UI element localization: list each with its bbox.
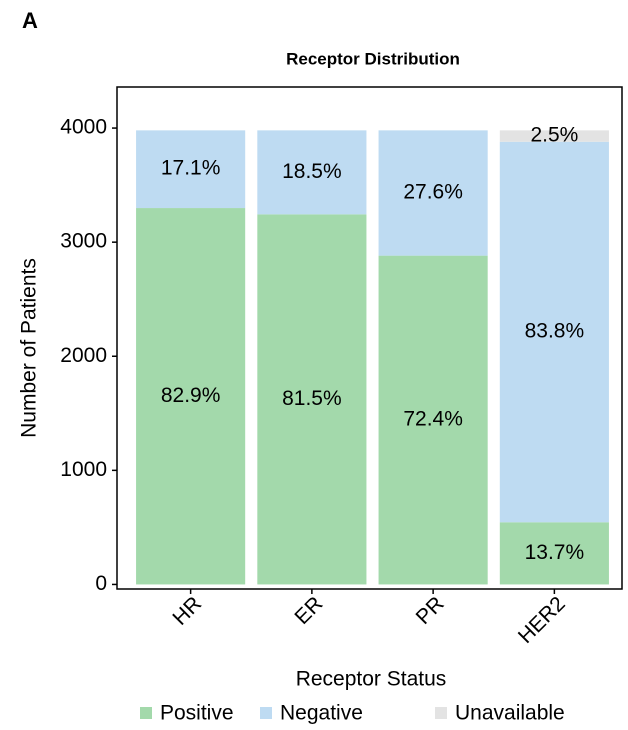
x-tick-label: PR <box>412 592 449 629</box>
y-axis-label: Number of Patients <box>18 258 41 438</box>
y-tick-label: 1000 <box>60 458 107 481</box>
data-label: 83.8% <box>525 320 585 343</box>
x-tick-label: ER <box>290 592 327 629</box>
bar-segment <box>499 522 609 585</box>
legend-swatch <box>435 707 447 719</box>
data-label: 2.5% <box>530 124 578 147</box>
bar-segment <box>378 130 488 256</box>
bar-segment <box>136 208 246 585</box>
data-label: 82.9% <box>161 384 221 407</box>
y-tick-label: 2000 <box>60 344 107 367</box>
x-tick-label: HR <box>168 592 206 630</box>
x-tick-label: HER2 <box>514 592 570 648</box>
y-tick-label: 4000 <box>60 116 107 139</box>
bar-segment <box>499 141 609 523</box>
data-label: 27.6% <box>403 181 463 204</box>
data-label: 72.4% <box>403 408 463 431</box>
legend-label: Negative <box>280 702 363 725</box>
bar-segment <box>257 130 367 215</box>
data-label: 81.5% <box>282 387 342 410</box>
bar-segment <box>499 130 609 142</box>
data-label: 18.5% <box>282 160 342 183</box>
data-label: 13.7% <box>525 541 585 564</box>
legend-label: Unavailable <box>455 702 565 725</box>
y-tick-label: 3000 <box>60 230 107 253</box>
bar-segment <box>257 214 367 585</box>
panel-label: A <box>22 8 38 33</box>
legend-swatch <box>260 707 272 719</box>
chart-title: Receptor Distribution <box>286 49 460 68</box>
plot-frame <box>116 86 623 590</box>
data-label: 17.1% <box>161 157 221 180</box>
legend-label: Positive <box>160 702 234 725</box>
y-tick-label: 0 <box>95 572 107 595</box>
bar-segment <box>378 255 488 585</box>
bar-segment <box>136 130 246 209</box>
legend-swatch <box>140 707 152 719</box>
x-axis-label: Receptor Status <box>296 668 447 691</box>
